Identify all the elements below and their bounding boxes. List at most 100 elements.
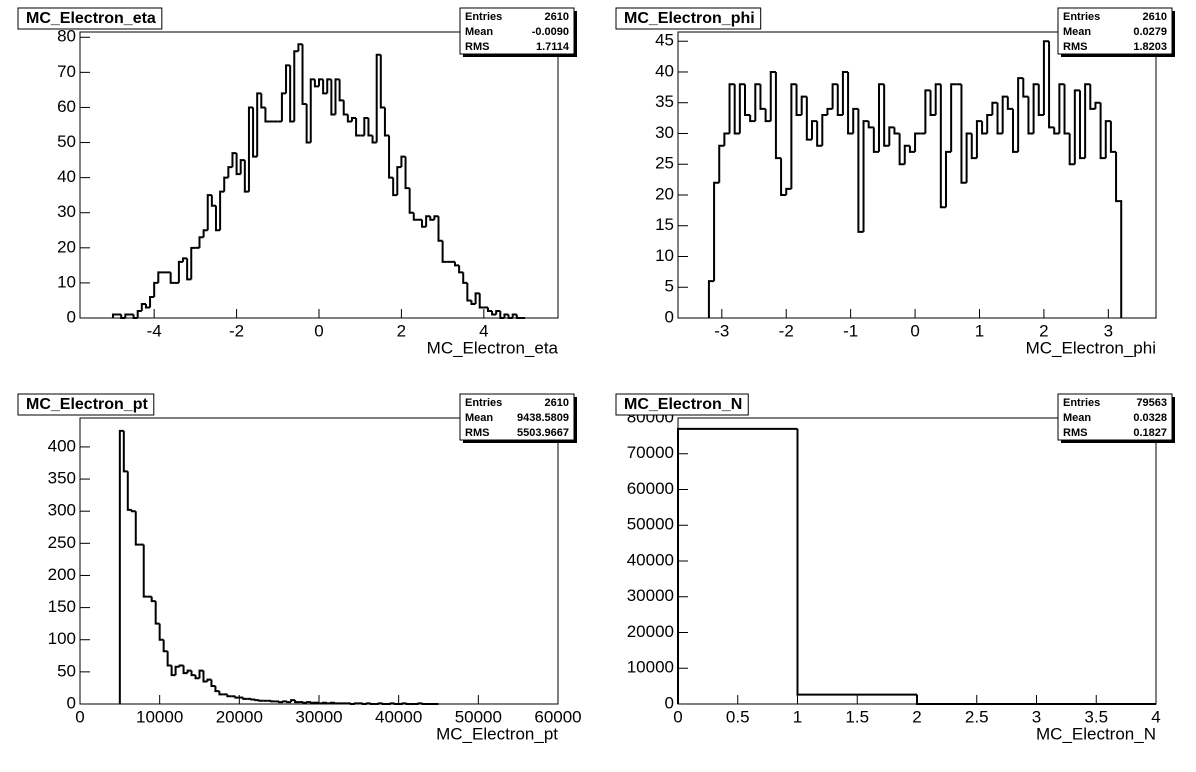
stats-label: Mean — [1063, 412, 1091, 424]
histogram-bin — [826, 107, 833, 116]
y-tick-label: 30 — [655, 123, 674, 142]
histogram-bin — [862, 120, 869, 232]
histogram-bin — [821, 114, 828, 146]
histogram-bin — [453, 261, 460, 267]
y-tick-label: 30 — [57, 202, 76, 221]
histogram-bin — [174, 665, 180, 676]
x-tick-label: 0.5 — [726, 707, 750, 726]
histogram-bin — [677, 427, 798, 704]
histogram-bin — [1099, 102, 1106, 160]
histogram-bin — [785, 187, 792, 195]
histogram-bin — [981, 121, 988, 135]
histogram-bin — [960, 84, 967, 184]
title-box — [17, 7, 163, 30]
stats-value: 2610 — [545, 397, 569, 409]
histogram-bin — [723, 132, 730, 146]
histogram-bin — [929, 90, 936, 117]
histogram-bin — [318, 702, 323, 705]
histogram-bin — [130, 509, 136, 513]
histogram-bin — [1084, 83, 1091, 159]
histogram-bin — [759, 84, 766, 110]
histogram-bin — [214, 205, 221, 232]
histogram-bin — [214, 686, 220, 693]
histogram-bin — [355, 117, 361, 137]
histogram-bin — [491, 310, 497, 316]
histogram-bin — [1032, 83, 1039, 134]
stats-box — [459, 7, 575, 55]
histogram-bin — [790, 83, 797, 189]
histogram-bin — [111, 313, 118, 318]
stats-box — [459, 393, 575, 441]
x-tick-label: 0 — [314, 321, 323, 340]
histogram-bin — [478, 293, 484, 309]
histogram-bin — [329, 701, 335, 704]
histogram-bin — [158, 623, 164, 641]
histogram-bin — [470, 300, 476, 305]
histogram-bin — [202, 229, 208, 238]
histogram-bin — [120, 314, 126, 319]
stats-label: Entries — [465, 397, 502, 409]
x-tick-label: 20000 — [216, 707, 263, 726]
stats-value: 2610 — [545, 11, 569, 23]
histogram-bin — [495, 309, 501, 315]
histogram-bin — [242, 697, 248, 700]
x-tick-label: -1 — [843, 321, 858, 340]
stats-value: 1.8203 — [1133, 41, 1167, 53]
histogram-bin — [458, 265, 464, 274]
histogram-bin — [903, 144, 910, 165]
stats-label: Mean — [465, 412, 493, 424]
x-tick-label: 10000 — [136, 707, 183, 726]
histogram-bin — [1001, 95, 1008, 134]
histogram-bin — [1011, 108, 1019, 153]
y-tick-label: 350 — [48, 469, 76, 488]
histogram-bin — [417, 702, 423, 705]
histogram-bin — [243, 160, 249, 193]
histogram-bin — [466, 282, 472, 302]
histogram-bin — [816, 121, 823, 147]
stats-box — [1057, 393, 1173, 441]
histogram-bin — [1042, 40, 1050, 116]
histogram-bin — [1006, 96, 1013, 110]
y-tick-label: 30000 — [627, 586, 674, 605]
stats-label: RMS — [465, 427, 489, 439]
histogram-bin — [169, 272, 175, 284]
histogram-bin — [144, 303, 151, 309]
histogram-bin — [182, 665, 188, 675]
histogram-bin — [1089, 84, 1096, 110]
histogram-bin — [318, 78, 324, 87]
stats-value: 0.0328 — [1133, 412, 1167, 424]
y-tick-label: 50 — [57, 132, 76, 151]
x-tick-label: 3 — [1032, 707, 1041, 726]
y-tick-label: 45 — [655, 31, 674, 50]
histogram-bin — [140, 302, 146, 311]
chart-title: MC_Electron_pt — [26, 396, 148, 413]
y-tick-label: 10 — [655, 246, 674, 265]
histogram-bin — [713, 181, 720, 282]
histogram-bin — [235, 153, 241, 176]
plot-frame — [677, 31, 1157, 319]
histogram-bin — [1073, 89, 1080, 165]
histogram-bin — [218, 691, 224, 696]
stats-value: 2610 — [1143, 11, 1167, 23]
y-tick-label: 0 — [665, 693, 674, 712]
x-tick-label: -4 — [147, 321, 162, 340]
x-tick-label: 3.5 — [1084, 707, 1108, 726]
histogram-bin — [795, 84, 802, 117]
histogram-bin — [182, 257, 188, 262]
histogram-bin — [250, 698, 256, 701]
histogram-bin — [346, 114, 352, 123]
histogram-bin — [321, 701, 327, 704]
x-tick-label: 2.5 — [965, 707, 989, 726]
histogram-bin — [150, 596, 156, 603]
histogram-bin — [226, 694, 232, 698]
histogram-bin — [178, 664, 184, 667]
histogram-bin — [227, 166, 233, 178]
histogram-bin — [166, 651, 172, 667]
histogram-bin — [334, 78, 340, 115]
stats-value: 9438.5809 — [517, 412, 569, 424]
histogram-bin — [991, 101, 998, 116]
y-tick-label: 300 — [48, 501, 76, 520]
histogram-bin — [852, 107, 859, 134]
